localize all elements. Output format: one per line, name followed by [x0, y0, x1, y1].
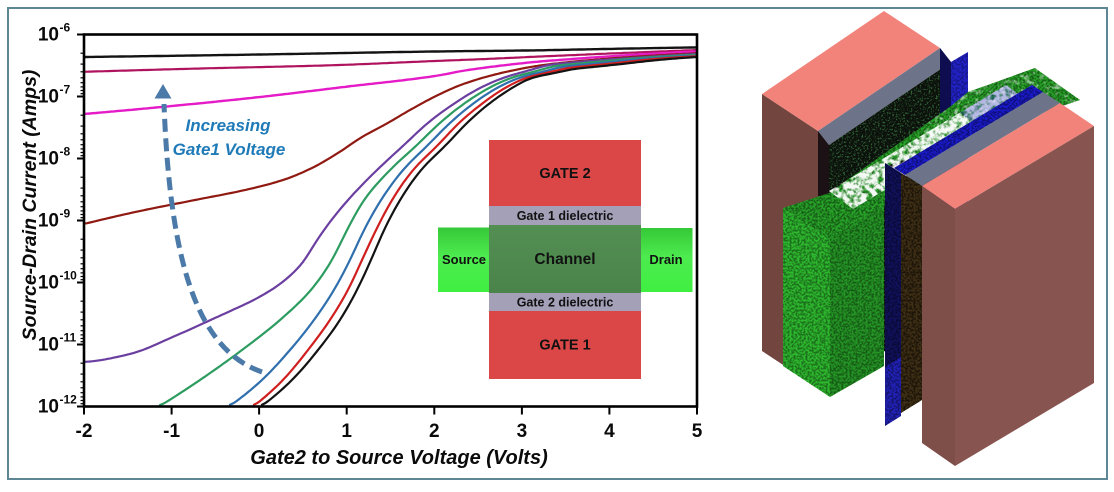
svg-text:Channel: Channel	[534, 251, 595, 268]
svg-text:5: 5	[692, 421, 703, 442]
svg-text:10: 10	[38, 397, 59, 418]
svg-text:Source: Source	[442, 252, 486, 267]
svg-text:10: 10	[38, 87, 59, 108]
svg-text:-1: -1	[163, 421, 180, 442]
svg-text:4: 4	[604, 421, 615, 442]
svg-text:10: 10	[38, 211, 59, 232]
svg-text:Gate1 Voltage: Gate1 Voltage	[173, 140, 286, 159]
svg-text:1: 1	[341, 421, 352, 442]
svg-text:-11: -11	[60, 331, 77, 345]
svg-text:Source-Drain Current (Amps): Source-Drain Current (Amps)	[19, 70, 41, 341]
svg-text:-8: -8	[60, 145, 71, 159]
svg-text:Increasing: Increasing	[185, 116, 271, 135]
svg-text:GATE 1: GATE 1	[539, 338, 590, 354]
svg-text:-6: -6	[60, 21, 71, 35]
svg-text:-9: -9	[60, 207, 71, 221]
svg-text:Drain: Drain	[649, 252, 682, 267]
svg-text:3: 3	[517, 421, 528, 442]
svg-text:GATE 2: GATE 2	[539, 166, 590, 182]
svg-text:Gate 1 dielectric: Gate 1 dielectric	[517, 209, 614, 223]
svg-text:-12: -12	[60, 393, 78, 407]
svg-text:-2: -2	[76, 421, 93, 442]
svg-text:Gate 2 dielectric: Gate 2 dielectric	[517, 296, 614, 310]
svg-text:Gate2 to Source Voltage (Volts: Gate2 to Source Voltage (Volts)	[250, 447, 548, 469]
svg-text:-7: -7	[60, 83, 71, 97]
svg-text:10: 10	[38, 335, 59, 356]
svg-text:-10: -10	[60, 269, 78, 283]
svg-text:10: 10	[38, 149, 59, 170]
svg-text:2: 2	[429, 421, 440, 442]
svg-text:0: 0	[254, 421, 265, 442]
svg-text:10: 10	[38, 25, 59, 46]
svg-text:10: 10	[38, 273, 59, 294]
